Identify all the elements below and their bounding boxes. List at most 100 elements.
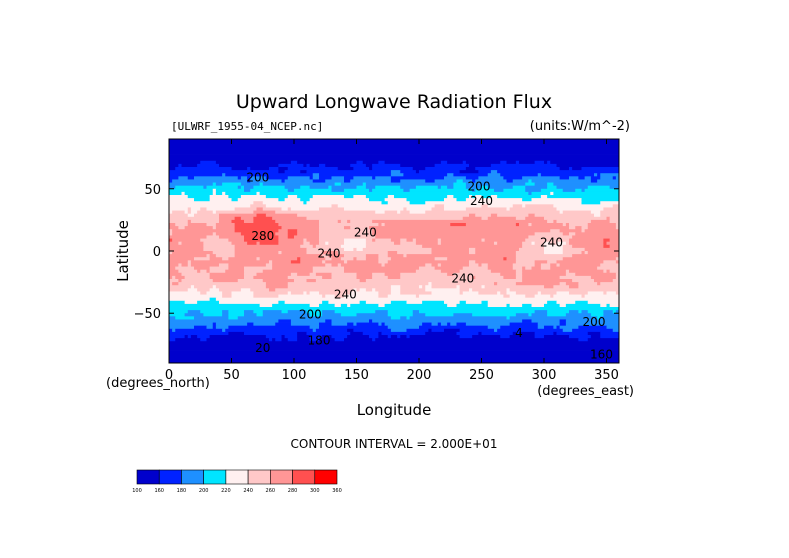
field-cell bbox=[365, 254, 379, 258]
field-cell bbox=[537, 325, 545, 330]
field-cell bbox=[569, 269, 604, 274]
contour-label: 200 bbox=[583, 315, 606, 329]
field-cell bbox=[612, 328, 620, 333]
field-cell bbox=[215, 160, 292, 165]
field-cell bbox=[262, 201, 304, 205]
field-cell bbox=[497, 241, 523, 246]
field-cell bbox=[390, 285, 401, 289]
field-cell bbox=[219, 263, 229, 267]
field-cell bbox=[169, 213, 189, 218]
field-cell bbox=[615, 223, 620, 227]
field-cell bbox=[325, 294, 336, 299]
field-cell bbox=[265, 335, 282, 339]
field-cell bbox=[515, 257, 564, 261]
field-cell bbox=[478, 263, 482, 267]
field-cell bbox=[597, 266, 620, 271]
field-cell bbox=[365, 185, 376, 190]
field-cell bbox=[497, 282, 517, 286]
field-cell bbox=[550, 191, 554, 196]
field-cell bbox=[519, 223, 529, 227]
field-cell bbox=[469, 260, 476, 264]
field-cell bbox=[344, 247, 354, 252]
field-cell bbox=[325, 319, 332, 323]
field-cell bbox=[169, 347, 620, 351]
field-cell bbox=[169, 257, 195, 261]
field-cell bbox=[597, 179, 620, 183]
field-cell bbox=[215, 182, 223, 187]
field-cell bbox=[587, 338, 620, 342]
field-cell bbox=[315, 272, 332, 277]
field-cell bbox=[544, 160, 548, 165]
field-cell bbox=[556, 185, 589, 190]
field-cell bbox=[581, 198, 620, 202]
field-cell bbox=[384, 160, 442, 165]
field-cell bbox=[322, 251, 339, 255]
field-cell bbox=[375, 210, 386, 215]
field-cell bbox=[190, 210, 198, 215]
field-cell bbox=[359, 279, 367, 283]
field-cell bbox=[584, 229, 620, 233]
field-cell bbox=[431, 282, 495, 286]
field-cell bbox=[190, 335, 198, 339]
field-cell bbox=[222, 173, 226, 177]
field-cell bbox=[600, 210, 620, 215]
contour-label: 240 bbox=[540, 235, 563, 249]
field-cell bbox=[390, 316, 401, 320]
field-cell bbox=[247, 322, 254, 327]
field-cell bbox=[309, 163, 320, 168]
field-cell bbox=[215, 226, 236, 230]
field-cell bbox=[472, 195, 476, 199]
field-cell bbox=[344, 338, 373, 342]
field-cell bbox=[447, 160, 464, 165]
field-cell bbox=[400, 316, 407, 320]
field-cell bbox=[515, 291, 539, 295]
field-cell bbox=[275, 288, 354, 292]
field-cell bbox=[256, 272, 292, 277]
field-cell bbox=[212, 188, 217, 193]
field-cell bbox=[525, 188, 542, 193]
field-cell bbox=[334, 182, 342, 187]
field-cell bbox=[278, 241, 304, 246]
field-cell bbox=[234, 251, 279, 255]
field-cell bbox=[606, 325, 620, 330]
field-cell bbox=[287, 285, 392, 289]
field-cell bbox=[615, 291, 620, 295]
field-cell bbox=[587, 310, 604, 314]
field-cell bbox=[372, 238, 376, 243]
field-cell bbox=[184, 335, 189, 339]
field-cell bbox=[603, 260, 617, 264]
field-cell bbox=[475, 247, 520, 252]
field-cell bbox=[609, 303, 620, 308]
field-cell bbox=[287, 235, 295, 239]
field-cell bbox=[281, 251, 307, 255]
field-cell bbox=[456, 179, 464, 183]
field-cell bbox=[309, 313, 323, 317]
field-cell bbox=[319, 291, 351, 295]
field-cell bbox=[534, 335, 545, 339]
field-cell bbox=[169, 204, 251, 208]
field-cell bbox=[228, 313, 245, 317]
field-cell bbox=[378, 335, 389, 339]
field-cell bbox=[275, 219, 320, 224]
field-cell bbox=[372, 167, 414, 171]
field-cell bbox=[203, 313, 223, 317]
field-cell bbox=[584, 176, 592, 180]
field-cell bbox=[169, 185, 176, 190]
field-cell bbox=[378, 160, 386, 165]
field-cell bbox=[240, 232, 276, 236]
field-cell bbox=[600, 335, 620, 339]
field-cell bbox=[431, 251, 470, 255]
field-cell bbox=[244, 185, 254, 190]
field-cell bbox=[190, 263, 220, 267]
field-cell bbox=[169, 179, 173, 183]
field-cell bbox=[387, 195, 395, 199]
field-cell bbox=[353, 328, 392, 333]
field-cell bbox=[562, 328, 573, 333]
field-cell bbox=[569, 167, 573, 171]
field-cell bbox=[172, 275, 176, 280]
field-cell bbox=[334, 294, 345, 299]
field-cell bbox=[550, 263, 557, 267]
field-cell bbox=[353, 247, 357, 252]
field-cell bbox=[562, 223, 567, 227]
